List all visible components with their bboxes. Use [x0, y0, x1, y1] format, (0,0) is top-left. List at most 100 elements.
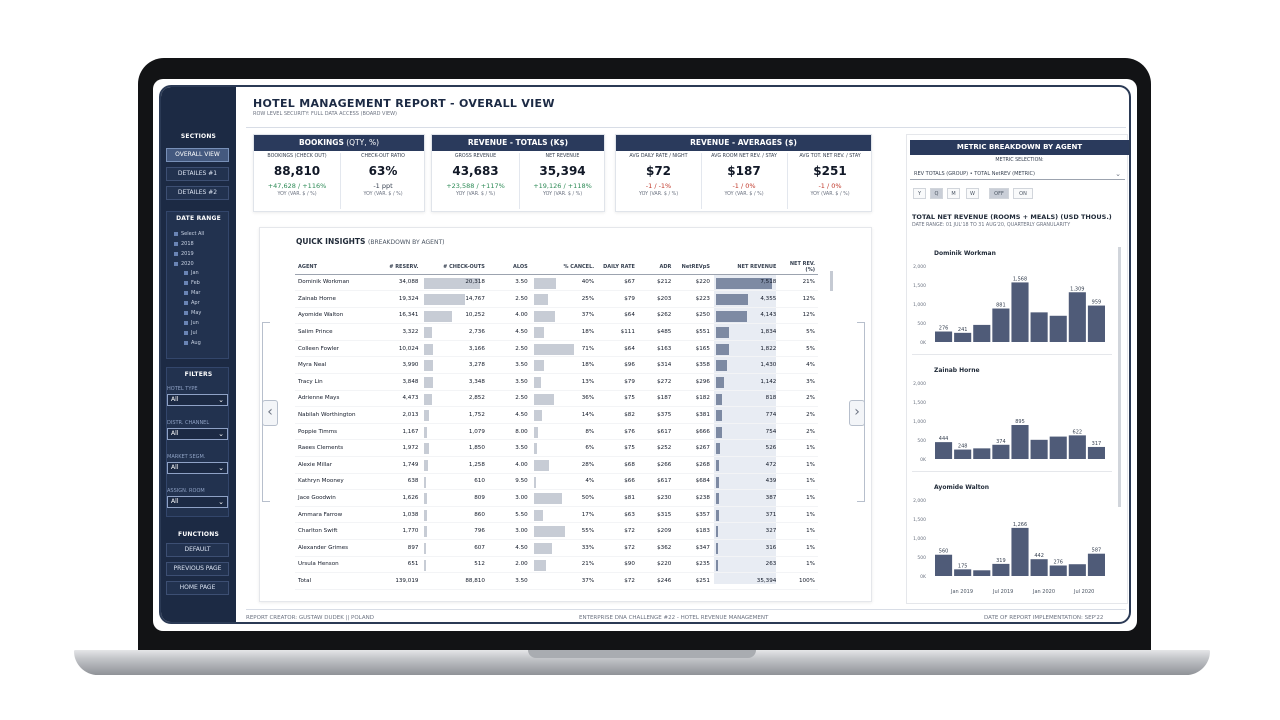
date-range-option[interactable]: May [184, 310, 201, 317]
filter-dropdown[interactable]: All ⌄ [167, 462, 228, 474]
column-header[interactable]: NET REVENUE [712, 260, 780, 275]
chart-bar[interactable] [1087, 305, 1105, 342]
date-range-option[interactable]: Aug [184, 340, 201, 347]
date-range-option[interactable]: 2020 [174, 261, 194, 268]
section-overall-view-button[interactable]: OVERALL VIEW [166, 148, 229, 162]
chart-bar[interactable] [1030, 312, 1048, 342]
previous-arrow-button[interactable]: ‹ [262, 400, 278, 426]
chart-bar[interactable] [973, 570, 991, 576]
data-bar [715, 509, 719, 521]
chart-bar[interactable] [1011, 424, 1029, 459]
kpi-bookings-header-bold: BOOKINGS [298, 138, 344, 147]
table-row[interactable]: Tracy Lin 3,848 3,348 3.50 13% $79 $272 $296 1,1… [295, 373, 818, 391]
kpi-value: 88,810 [273, 164, 321, 178]
granularity-toggle-q[interactable]: Q [930, 188, 943, 199]
date-range-option[interactable]: Jul [184, 330, 197, 337]
chart-bar[interactable] [992, 563, 1010, 576]
chart-bar[interactable] [973, 448, 991, 459]
chart-bar[interactable] [1030, 439, 1048, 459]
table-row[interactable]: Charlton Swift 1,770 796 3.00 55% $72 $209 $183… [295, 522, 818, 540]
chart-bar[interactable] [1011, 527, 1029, 576]
table-row[interactable]: Adrienne Mays 4,473 2,852 2.50 36% $75 $187 $18… [295, 390, 818, 408]
date-range-option[interactable]: Jan [184, 270, 199, 277]
chart-bar[interactable] [954, 332, 972, 342]
chart-bar[interactable] [1087, 446, 1105, 459]
column-header[interactable]: # CHECK-OUTS [421, 260, 488, 275]
column-header[interactable]: NET REV. (%) [779, 260, 818, 275]
section-details-2-button[interactable]: DETAILES #2 [166, 186, 229, 200]
chart-bar[interactable] [992, 308, 1010, 342]
filter-dropdown[interactable]: All ⌄ [167, 428, 228, 440]
chart-bar[interactable] [935, 442, 953, 459]
date-range-option[interactable]: Mar [184, 290, 200, 297]
chart-bar[interactable] [935, 554, 953, 576]
column-header[interactable]: % CANCEL. [530, 260, 598, 275]
table-cell: 2% [779, 390, 818, 408]
agent-table: AGENT # RESERV. # CHECK-OUTS ALOS% CANCEL. D… [295, 260, 818, 590]
table-row[interactable]: Raees Clements 1,972 1,850 3.50 6% $75 $252 $26… [295, 439, 818, 458]
chart-bar[interactable] [954, 569, 972, 576]
next-arrow-button[interactable]: › [849, 400, 865, 426]
table-row[interactable]: Alexie Millar 1,749 1,258 4.00 28% $68 $266 $26… [295, 456, 818, 474]
previous-page-button[interactable]: PREVIOUS PAGE [166, 562, 229, 576]
table-cell: 2,736 [421, 323, 488, 341]
table-row[interactable]: Jace Goodwin 1,626 809 3.00 50% $81 $230 $238 38… [295, 489, 818, 507]
table-row[interactable]: Zainab Horne 19,324 14,767 2.50 25% $79 $203 $2… [295, 290, 818, 308]
cell-value: 1% [806, 478, 815, 485]
date-range-option[interactable]: Feb [184, 280, 200, 287]
chart-bar[interactable] [1068, 435, 1086, 459]
chart-bar[interactable] [1049, 565, 1067, 576]
table-row[interactable]: Alexander Grimes 897 607 4.50 33% $72 $362 $347… [295, 539, 818, 557]
chart-bar[interactable] [1030, 559, 1048, 576]
table-row[interactable]: Nabilah Worthington 2,013 1,752 4.50 14% $82 $… [295, 406, 818, 424]
column-header[interactable]: ADR [637, 260, 675, 275]
granularity-toggle-m[interactable]: M [947, 188, 960, 199]
date-range-option[interactable]: 2018 [174, 241, 194, 248]
table-cell: 1% [779, 489, 818, 507]
filter-dropdown[interactable]: All ⌄ [167, 496, 228, 508]
default-button[interactable]: DEFAULT [166, 543, 229, 557]
chart-bar[interactable] [973, 324, 991, 342]
chart-bar[interactable] [992, 444, 1010, 459]
metric-selection-dropdown[interactable]: REV TOTALS (GROUP) • TOTAL NetREV (METRI… [910, 168, 1125, 180]
date-range-option[interactable]: 2019 [174, 251, 194, 258]
chart-bar[interactable] [1011, 282, 1029, 342]
chart-bar[interactable] [935, 331, 953, 342]
table-cell: 387 [712, 489, 780, 507]
table-row[interactable]: Kathryn Mooney 638 610 9.50 4% $66 $617 $684 439… [295, 473, 818, 491]
table-row[interactable]: Ammara Farrow 1,038 860 5.50 17% $63 $315 $357 3… [295, 506, 818, 524]
chart-bar[interactable] [1087, 553, 1105, 576]
table-row[interactable]: Poppie Timms 1,167 1,079 8.00 8% $76 $617 $666 7… [295, 423, 818, 441]
section-details-1-button[interactable]: DETAILES #1 [166, 167, 229, 181]
table-row[interactable]: Salim Prince 3,322 2,736 4.50 18% $111 $485 $55… [295, 323, 818, 341]
granularity-toggle-off[interactable]: OFF [989, 188, 1009, 199]
table-row[interactable]: Dominik Workman 34,088 20,318 3.50 40% $67 $21… [295, 274, 818, 292]
column-header[interactable]: AGENT [295, 260, 379, 275]
column-header[interactable]: DAILY RATE [597, 260, 638, 275]
column-header[interactable]: # RESERV. [378, 260, 422, 275]
chart-bar[interactable] [1068, 564, 1086, 576]
chart-bar[interactable] [1049, 315, 1067, 342]
granularity-toggle-w[interactable]: W [966, 188, 979, 199]
cell-value: 472 [765, 461, 777, 468]
filter-dropdown[interactable]: All ⌄ [167, 394, 228, 406]
table-row[interactable]: Colleen Fowler 10,024 3,166 2.50 71% $64 $163 $… [295, 340, 818, 358]
chart-bar[interactable] [954, 449, 972, 459]
cell-value: 4,143 [760, 312, 777, 319]
table-row[interactable]: Ayomide Walton 16,341 10,252 4.00 37% $64 $262… [295, 307, 818, 325]
chart-bar[interactable] [1049, 436, 1067, 459]
column-header[interactable]: NetREVpS [674, 260, 713, 275]
granularity-toggle-on[interactable]: ON [1013, 188, 1033, 199]
table-row[interactable]: Ursula Henson 651 512 2.00 21% $90 $220 $235 263… [295, 556, 818, 574]
date-range-option[interactable]: Apr [184, 300, 200, 307]
column-header[interactable]: ALOS [487, 260, 531, 275]
chart-bar[interactable] [1068, 292, 1086, 342]
table-scrollbar[interactable] [830, 271, 833, 291]
home-page-button[interactable]: HOME PAGE [166, 581, 229, 595]
granularity-toggle-y[interactable]: Y [913, 188, 926, 199]
date-range-option[interactable]: Select All [174, 231, 204, 238]
breakdown-scrollbar[interactable] [1118, 247, 1121, 507]
cell-value: 1,258 [468, 461, 485, 468]
date-range-option[interactable]: Jun [184, 320, 199, 327]
table-row[interactable]: Myra Neal 3,990 3,278 3.50 18% $96 $314 $358 1,4… [295, 356, 818, 375]
